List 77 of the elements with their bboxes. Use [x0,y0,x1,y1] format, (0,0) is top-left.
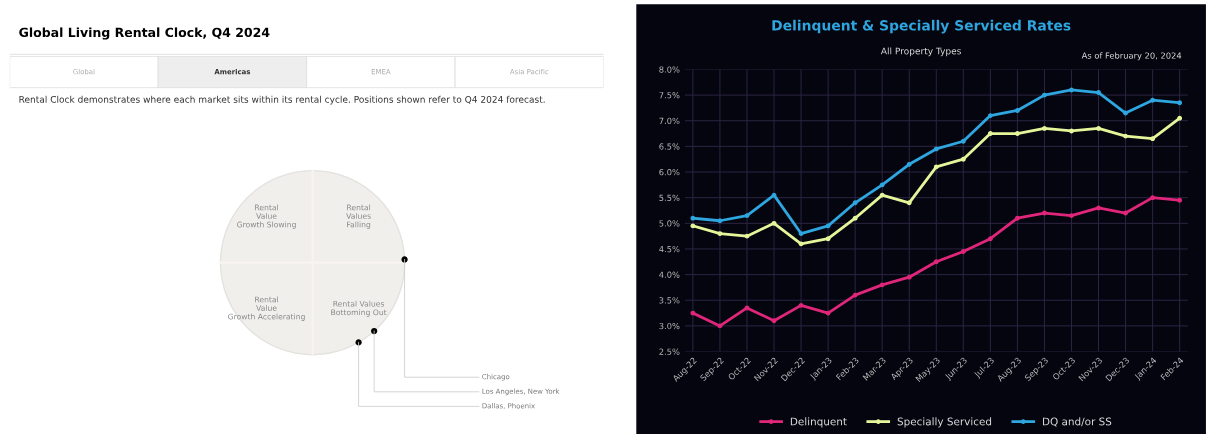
point [1123,133,1128,139]
point [798,241,804,247]
point [1069,213,1074,219]
point [906,200,912,206]
point [960,249,966,254]
point [906,274,912,280]
point [906,161,912,167]
y-tick-label: 4.0% [659,271,680,278]
text: As of February 20, 2024 [1081,52,1182,61]
point [1123,210,1128,216]
point [1096,125,1101,131]
point [879,192,885,198]
point [717,323,723,329]
text: Global Living Rental Clock, Q4 2024 [19,27,270,40]
point [717,231,723,237]
point [690,310,696,316]
point [879,282,885,288]
point [690,223,696,229]
point [1069,128,1074,134]
point [987,236,993,242]
point [1123,110,1128,116]
point [1177,197,1183,203]
y-tick-label: 8.0% [659,66,680,73]
point [987,131,993,136]
point [798,231,804,237]
point [1014,108,1020,113]
y-tick-label: 5.0% [659,220,680,227]
y-tick-label: 2.5% [659,348,680,355]
point [1042,210,1047,216]
point [744,233,750,239]
point [1096,205,1101,211]
point [771,192,777,198]
point [1014,131,1020,136]
point [1042,125,1047,131]
point [1150,195,1156,201]
y-tick-label: 7.5% [659,92,680,99]
point [717,218,723,224]
y-tick-label: 6.5% [659,143,680,150]
point [933,146,939,152]
point [960,156,966,162]
point [987,113,993,119]
point [744,305,750,311]
point [1069,87,1074,93]
y-tick-label: 6.0% [659,169,680,176]
y-tick-label: 3.5% [659,297,680,304]
point [1014,215,1020,221]
legend-label: DQ and/or SS [1043,417,1112,427]
point [852,292,858,298]
point [960,138,966,144]
point [879,182,885,188]
point [852,215,858,221]
point [933,259,939,265]
point [1177,100,1183,106]
point [744,213,750,219]
point [825,310,831,316]
point [825,236,831,242]
y-tick-label: 4.5% [659,245,680,253]
point [1096,90,1101,95]
point [825,223,831,229]
legend-label: Delinquent [790,417,847,428]
point [1150,97,1156,103]
point [852,200,858,206]
point [1150,136,1156,142]
point [771,220,777,226]
point [690,215,696,221]
y-tick-label: 5.5% [659,194,680,201]
y-tick-label: 7.0% [659,117,680,125]
point [798,302,804,308]
text: Rental Clock demonstrates where each market sits within its rental cycle. Positions shown refer to Q4 2024 forecast. [19,95,545,105]
point [1177,115,1183,121]
chart-subtitle: All Property Types [880,47,961,57]
point [933,164,939,170]
y-tick-label: 3.0% [659,322,680,330]
legend-label: Specially Serviced [897,417,992,428]
point [771,318,777,324]
chart-title: Delinquent & Specially Serviced Rates [772,19,1071,34]
point [1042,92,1047,98]
